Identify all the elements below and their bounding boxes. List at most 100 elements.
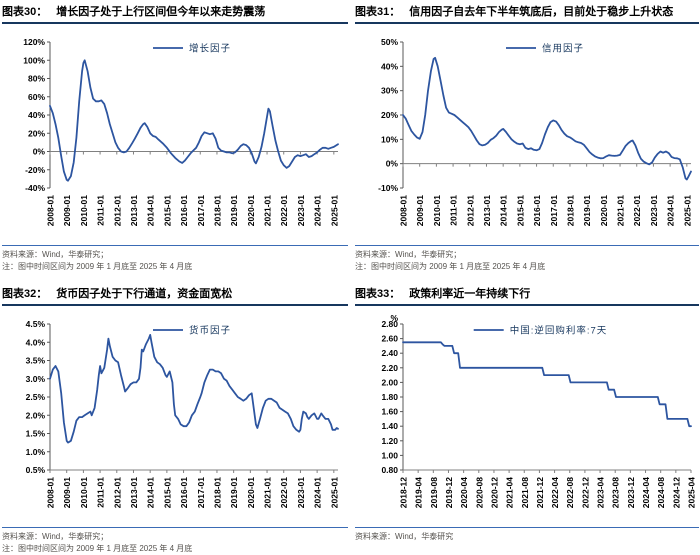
series-增长因子 [49,59,339,182]
figure-31-title-text: 信用因子自去年下半年筑底后，目前处于稳步上升状态 [409,6,674,18]
x-tick-label: 2023-01 [296,195,306,226]
figure-33-source: 资料来源：Wind，华泰研究 [355,532,454,541]
svg-text:0%: 0% [386,159,399,169]
x-tick-label: 2018-01 [565,195,575,226]
svg-text:80%: 80% [28,74,45,84]
x-tick-label: 2012-01 [465,195,475,226]
x-tick-label: 2022-01 [632,195,642,226]
x-tick-label: 2022-01 [279,195,289,226]
x-tick-label: 2024-01 [666,195,676,226]
x-tick-label: 2016-01 [532,195,542,226]
x-tick-label: 2016-01 [179,195,189,226]
svg-text:40%: 40% [381,61,398,71]
figure-32-note: 注：图中时间区间为 2009 年 1 月底至 2025 年 4 月底 [2,544,193,553]
x-tick-label: 2020-04 [459,477,469,508]
figure-30-note: 注：图中时间区间为 2009 年 1 月底至 2025 年 4 月底 [2,262,193,271]
svg-text:30%: 30% [381,86,398,96]
x-tick-label: 2008-01 [46,477,56,508]
x-tick-label: 2021-01 [263,195,273,226]
x-tick-label: 2009-01 [415,195,425,226]
x-tick-label: 2024-01 [313,477,323,508]
x-tick-label: 2008-01 [46,195,56,226]
figure-31-note: 注：图中时间区间为 2009 年 1 月底至 2025 年 4 月底 [355,262,546,271]
svg-text:20%: 20% [28,128,45,138]
x-tick-label: 2024-04 [641,477,651,508]
x-tick-label: 2023-12 [626,477,636,508]
x-tick-label: 2018-12 [399,477,409,508]
figure-33-title-text: 政策利率近一年持续下行 [409,288,531,300]
svg-text:1.40: 1.40 [381,421,398,431]
x-tick-label: 2016-01 [179,477,189,508]
legend-label: 中国:逆回购利率:7天 [510,325,608,337]
svg-text:3.5%: 3.5% [26,356,46,366]
x-tick-label: 2020-01 [599,195,609,226]
x-tick-label: 2019-04 [414,477,424,508]
x-tick-label: 2014-01 [146,195,156,226]
figure-33-label: 图表33： [355,288,401,300]
svg-text:1.00: 1.00 [381,450,398,460]
x-tick-label: 2013-01 [129,477,139,508]
x-tick-label: 2018-01 [212,195,222,226]
svg-text:120%: 120% [23,37,45,47]
figure-30-title: 图表30： 增长因子处于上行区间但今年以来走势震荡 [2,3,348,24]
x-tick-label: 2018-01 [212,477,222,508]
svg-text:40%: 40% [28,110,45,120]
figure-30-title-text: 增长因子处于上行区间但今年以来走势震荡 [56,6,266,18]
svg-text:60%: 60% [28,92,45,102]
x-tick-label: 2011-01 [449,195,459,226]
legend-label: 货币因子 [189,325,231,337]
x-tick-label: 2022-08 [565,477,575,508]
x-tick-label: 2015-01 [162,477,172,508]
x-tick-label: 2025-01 [329,195,339,226]
x-tick-label: 2022-12 [580,477,590,508]
figure-31-panel: 图表31： 信用因子自去年下半年筑底后，目前处于稳步上升状态 -10% 0% 10% 2… [355,3,699,273]
figure-30-footnote: 资料来源：Wind，华泰研究； 注：图中时间区间为 2009 年 1 月底至 2… [2,245,348,273]
svg-text:1.20: 1.20 [381,436,398,446]
policy-rate-chart: 0.80 1.00 1.20 1.40 1.60 1.80 2.00 2.20 2.40 2.60… [355,310,699,527]
figure-33-panel: 图表33： 政策利率近一年持续下行 0.80 1.00 1.20 1.40 1.60 1.8… [355,285,699,555]
figure-32-footnote: 资料来源：Wind，华泰研究； 注：图中时间区间为 2009 年 1 月底至 2… [2,527,348,555]
svg-text:2.60: 2.60 [381,334,398,344]
x-tick-label: 2023-01 [649,195,659,226]
chart-canvas-1: -10% 0% 10% 20% 30% 40% 50% 2008-01 2009-01 2010-… [378,37,692,226]
x-tick-label: 2025-04 [687,477,697,508]
svg-text:0.80: 0.80 [381,465,398,475]
series-中国:逆回购利率:7天 [402,341,692,428]
legend-label: 增长因子 [189,43,231,55]
chart-canvas-2: 0.5% 1.0% 1.5% 2.0% 2.5% 3.0% 3.5% 4.0% 4.5% 2008… [26,319,340,508]
figure-31-label: 图表31： [355,6,401,18]
figure-33-title: 图表33： 政策利率近一年持续下行 [355,285,699,306]
series-货币因子 [49,333,339,444]
x-tick-label: 2017-01 [196,477,206,508]
svg-text:2.40: 2.40 [381,348,398,358]
figure-32-panel: 图表32： 货币因子处于下行通道，资金面宽松 0.5% 1.0% 1.5% 2.0% 2.… [2,285,348,555]
x-tick-label: 2019-12 [444,477,454,508]
x-tick-label: 2021-08 [520,477,530,508]
figure-grid: 图表30： 增长因子处于上行区间但今年以来走势震荡 -40% -20% 0% 20% 40… [2,3,699,555]
x-tick-label: 2021-01 [616,195,626,226]
x-tick-label: 2009-01 [62,477,72,508]
x-tick-label: 2023-01 [296,477,306,508]
x-tick-label: 2017-01 [196,195,206,226]
svg-text:0.5%: 0.5% [26,465,46,475]
svg-text:2.5%: 2.5% [26,392,46,402]
svg-text:2.00: 2.00 [381,377,398,387]
svg-text:2.80: 2.80 [381,319,398,329]
chart-canvas-0: -40% -20% 0% 20% 40% 60% 80% 100% 120% 2008-01 200… [23,37,339,226]
x-tick-label: 2024-12 [671,477,681,508]
x-tick-label: 2019-01 [229,477,239,508]
x-tick-label: 2020-01 [246,477,256,508]
x-tick-label: 2020-08 [474,477,484,508]
x-tick-label: 2013-01 [129,195,139,226]
x-tick-label: 2024-08 [656,477,666,508]
x-tick-label: 2015-01 [162,195,172,226]
series-信用因子 [402,56,692,181]
x-tick-label: 2010-01 [432,195,442,226]
svg-text:-20%: -20% [25,165,45,175]
figure-31-title: 图表31： 信用因子自去年下半年筑底后，目前处于稳步上升状态 [355,3,699,24]
svg-text:-10%: -10% [378,183,398,193]
x-tick-label: 2009-01 [62,195,72,226]
x-tick-label: 2015-01 [515,195,525,226]
svg-text:20%: 20% [381,110,398,120]
